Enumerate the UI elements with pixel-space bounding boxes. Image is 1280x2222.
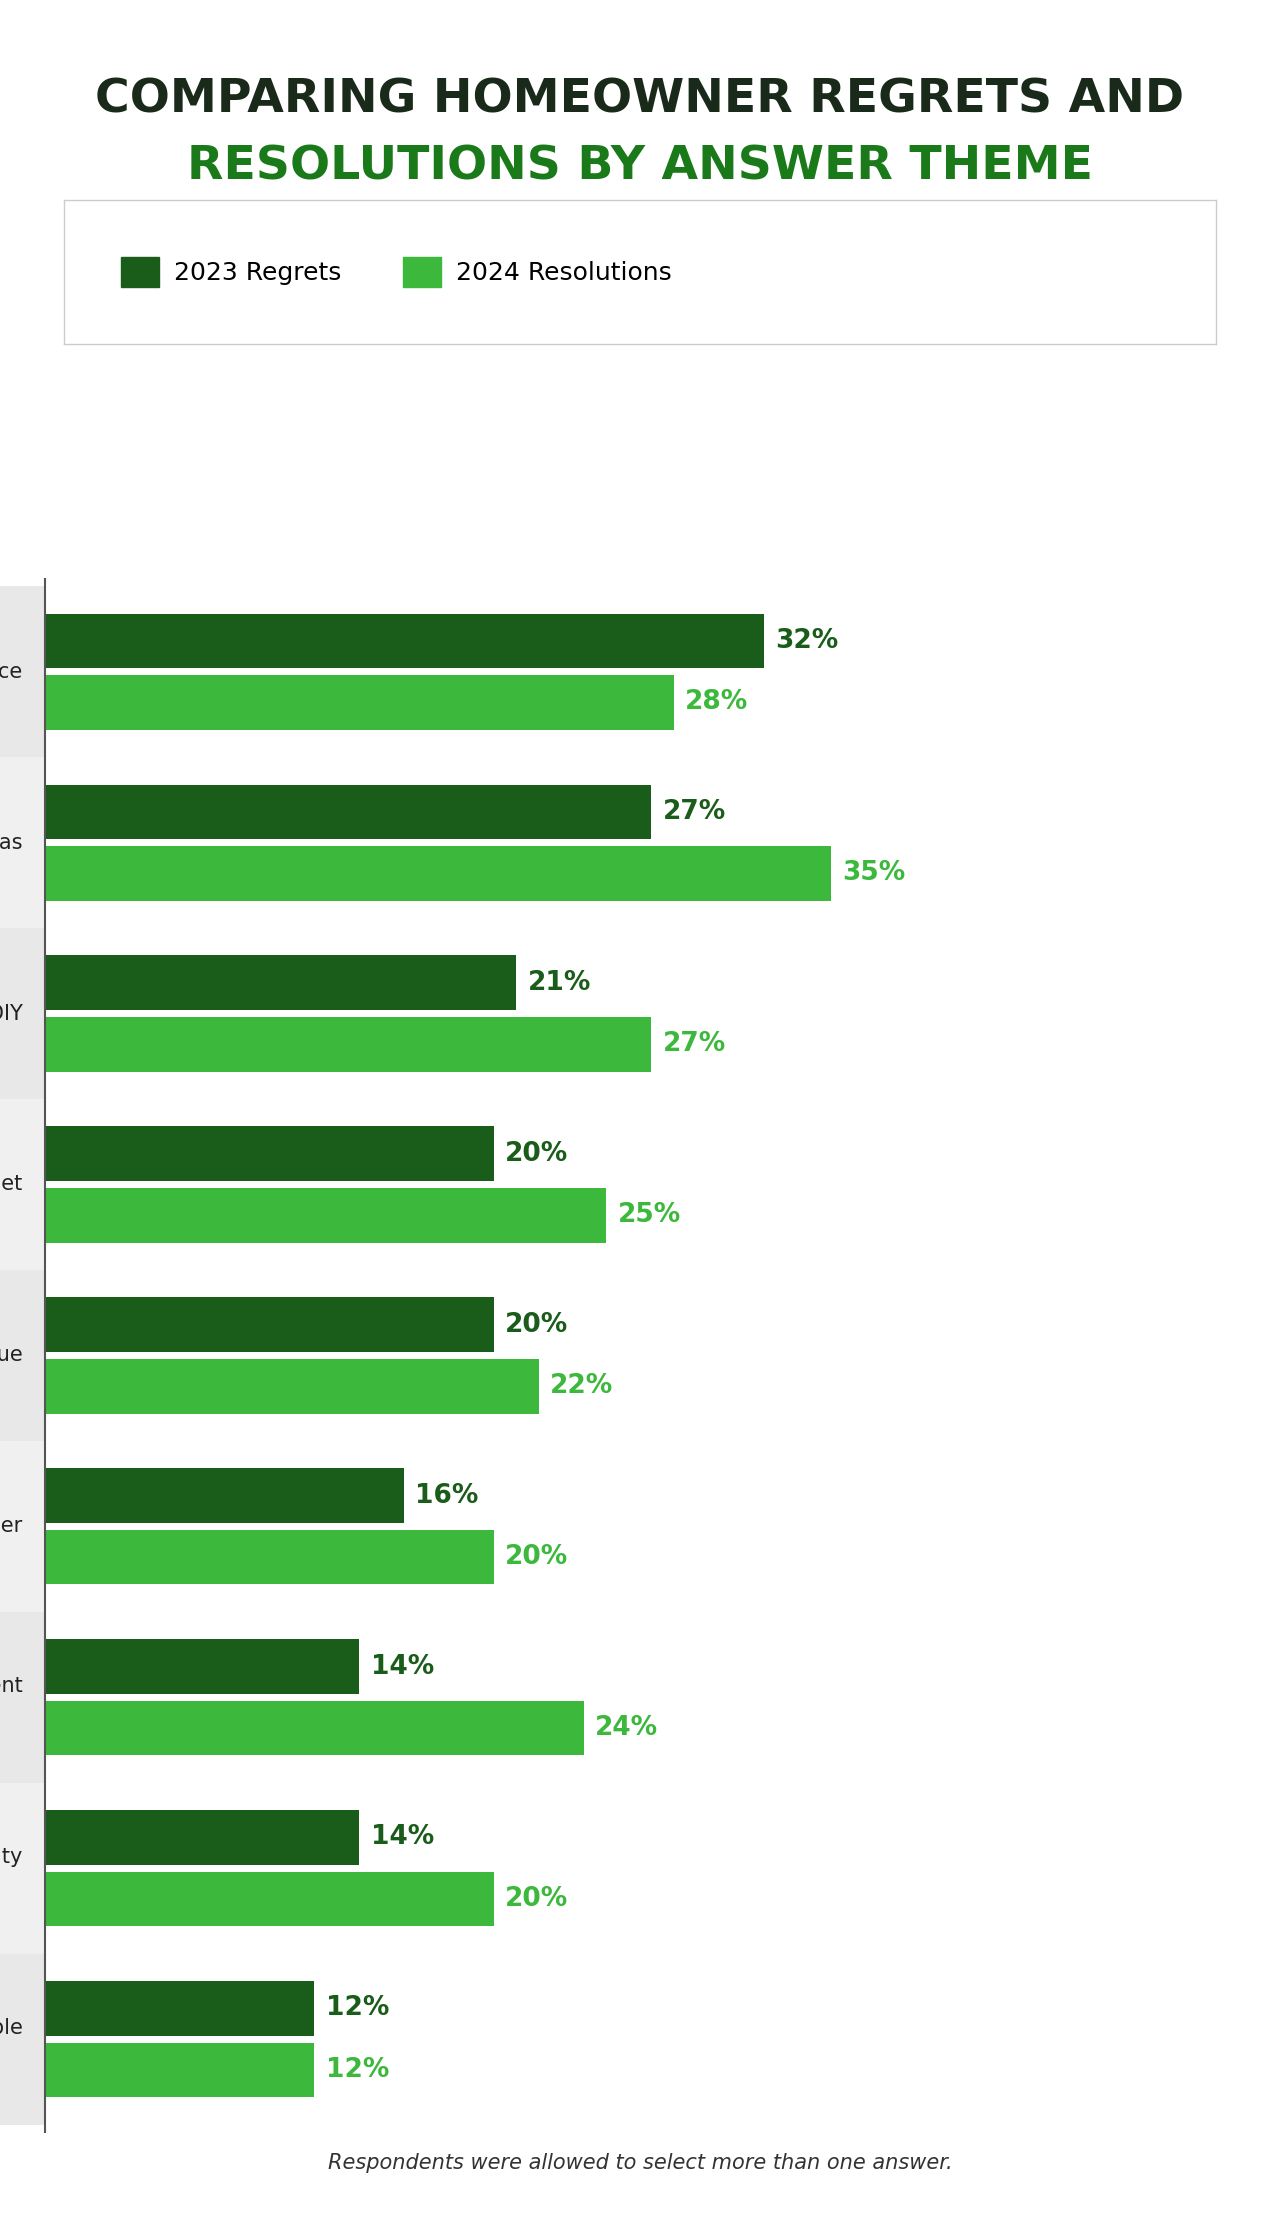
Text: 12%: 12%	[325, 2058, 389, 2082]
Bar	[45, 1469, 404, 1522]
Text: 20%: 20%	[506, 1140, 568, 1167]
FancyBboxPatch shape	[0, 1782, 45, 1953]
Text: 21%: 21%	[527, 969, 591, 995]
Legend: 2023 Regrets, 2024 Resolutions: 2023 Regrets, 2024 Resolutions	[111, 247, 682, 298]
FancyBboxPatch shape	[0, 758, 45, 929]
Bar	[45, 1871, 494, 1926]
Text: 24%: 24%	[595, 1715, 658, 1742]
Bar	[45, 1811, 360, 1864]
Text: 14%: 14%	[370, 1824, 434, 1851]
Text: 16%: 16%	[416, 1482, 479, 1509]
Bar	[45, 1640, 360, 1693]
FancyBboxPatch shape	[0, 1271, 45, 1440]
Text: 14%: 14%	[370, 1653, 434, 1680]
Text: 35%: 35%	[842, 860, 905, 887]
Bar	[45, 613, 763, 669]
Text: Make home security
upgrades: Make home security upgrades	[0, 1846, 23, 1889]
Text: 27%: 27%	[663, 1031, 726, 1058]
Bar	[45, 1360, 539, 1413]
Bar	[45, 847, 831, 900]
Bar	[45, 1529, 494, 1584]
Text: 20%: 20%	[506, 1886, 568, 1911]
Bar	[45, 2042, 315, 2098]
Text: 22%: 22%	[550, 1373, 613, 1400]
FancyBboxPatch shape	[0, 1440, 45, 1611]
Bar	[45, 675, 673, 729]
Bar	[45, 1018, 652, 1071]
Bar	[45, 1127, 494, 1182]
Text: 25%: 25%	[617, 1202, 681, 1229]
Text: Do more DIY: Do more DIY	[0, 1004, 23, 1024]
Text: 20%: 20%	[506, 1544, 568, 1571]
Bar	[45, 955, 517, 1011]
Text: Prepare for severe weather: Prepare for severe weather	[0, 1515, 23, 1535]
FancyBboxPatch shape	[0, 929, 45, 1100]
FancyBboxPatch shape	[0, 587, 45, 758]
FancyBboxPatch shape	[0, 1611, 45, 1782]
Bar	[45, 1298, 494, 1351]
FancyBboxPatch shape	[0, 1953, 45, 2124]
Text: COMPARING HOMEOWNER REGRETS AND: COMPARING HOMEOWNER REGRETS AND	[96, 78, 1184, 122]
Text: Take on a more affordable
mortgage: Take on a more affordable mortgage	[0, 2018, 23, 2060]
Text: RESOLUTIONS BY ANSWER THEME: RESOLUTIONS BY ANSWER THEME	[187, 144, 1093, 189]
Bar	[45, 1700, 584, 1755]
Bar	[45, 1189, 607, 1242]
Bar	[45, 784, 652, 840]
Text: 20%: 20%	[506, 1311, 568, 1338]
Text: 32%: 32%	[774, 629, 838, 653]
Text: Increase property value: Increase property value	[0, 1344, 23, 1367]
Text: Prioritize home maintenance: Prioritize home maintenance	[0, 662, 23, 682]
Text: 12%: 12%	[325, 1995, 389, 2022]
Text: 28%: 28%	[685, 689, 749, 715]
Text: Address neglected areas: Address neglected areas	[0, 833, 23, 853]
Bar	[45, 1982, 315, 2035]
Text: 27%: 27%	[663, 800, 726, 824]
Text: Respondents were allowed to select more than one answer.: Respondents were allowed to select more …	[328, 2153, 952, 2173]
Text: Make energy efficient
upgrades: Make energy efficient upgrades	[0, 1675, 23, 1720]
FancyBboxPatch shape	[0, 1100, 45, 1271]
Text: Boost budget: Boost budget	[0, 1175, 23, 1195]
